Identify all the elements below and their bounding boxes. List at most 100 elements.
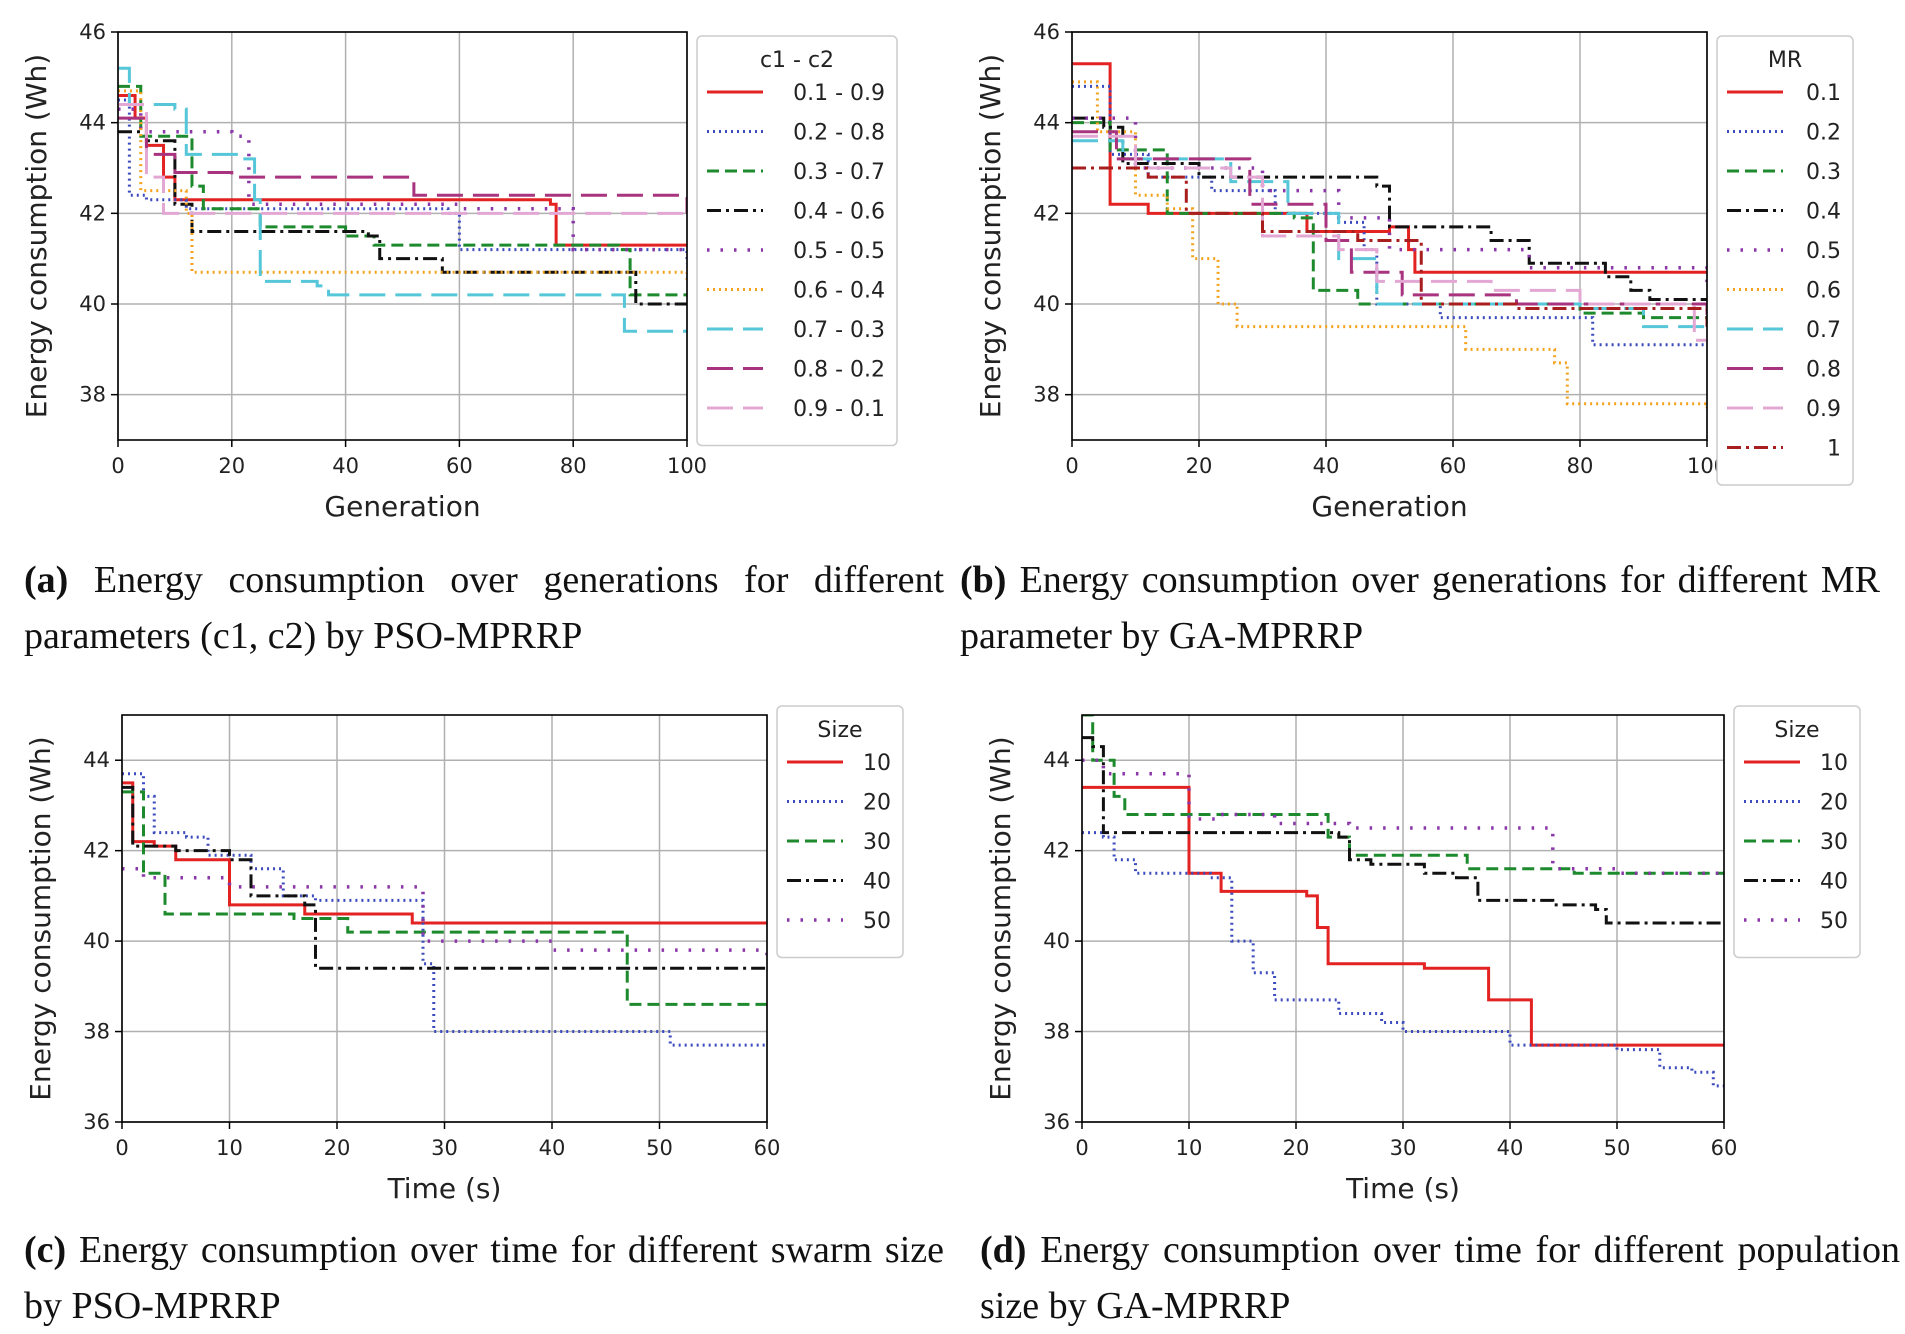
series-line-50 [122, 867, 767, 960]
x-tick-label: 50 [1604, 1136, 1631, 1160]
x-tick-label: 10 [1176, 1136, 1203, 1160]
legend-label: 0.6 [1806, 279, 1841, 304]
legend-box [1733, 705, 1861, 959]
legend-box [776, 705, 904, 959]
legend-label: 10 [1820, 751, 1848, 776]
x-axis-label: Generation [1311, 490, 1467, 523]
y-tick-label: 38 [1033, 383, 1060, 407]
x-tick-label: 60 [446, 454, 473, 478]
legend: c1 - c2 0.1 - 0.9 0.2 - 0.8 0.3 - 0.7 0.4 - … [696, 35, 898, 447]
legend-label: 10 [863, 751, 891, 776]
legend-label: 0.5 [1806, 239, 1841, 264]
x-tick-label: 0 [111, 454, 124, 478]
legend-label: 50 [863, 909, 891, 934]
x-tick-label: 20 [1186, 454, 1213, 478]
caption-d-text: Energy consumption over time for differe… [980, 1229, 1900, 1327]
series-line-0.7-0.3 [118, 66, 687, 333]
x-tick-label: 30 [1390, 1136, 1417, 1160]
chart-d: 0 10 20 30 40 50 60 36 38 40 42 44 Time (s) Energy co… [984, 705, 1861, 1205]
y-tick-label: 42 [1033, 201, 1060, 225]
legend-title: Size [1774, 718, 1819, 743]
plot-frame [117, 31, 688, 441]
series-line-0.9 [1072, 134, 1707, 342]
y-tick-label: 44 [79, 111, 106, 135]
x-tick-label: 100 [667, 454, 707, 478]
legend-label: 0.7 [1806, 318, 1841, 343]
legend-label: 30 [863, 830, 891, 855]
legend-label: 1 [1827, 437, 1841, 462]
x-tick-label: 40 [1497, 1136, 1524, 1160]
legend-label: 0.4 - 0.6 [793, 200, 885, 225]
y-axis-label: Energy consumption (Wh) [984, 736, 1017, 1100]
caption-d-label: (d) [980, 1229, 1027, 1271]
y-tick-label: 40 [1033, 292, 1060, 316]
y-axis-label: Energy consumption (Wh) [20, 54, 53, 418]
legend-label: 40 [863, 870, 891, 895]
series-group [118, 66, 687, 333]
caption-d: (d) Energy consumption over time for dif… [980, 1222, 1900, 1334]
x-tick-label: 30 [431, 1136, 458, 1160]
x-tick-label: 60 [1440, 454, 1467, 478]
y-axis-label: Energy consumption (Wh) [974, 54, 1007, 418]
x-tick-label: 20 [218, 454, 245, 478]
series-line-0.9-0.1 [118, 103, 687, 215]
legend-label: 0.3 [1806, 160, 1841, 185]
y-tick-label: 36 [83, 1110, 110, 1134]
legend-label: 50 [1820, 909, 1848, 934]
legend-label: 0.2 - 0.8 [793, 121, 885, 146]
x-tick-label: 50 [646, 1136, 673, 1160]
series-line-0.5-0.5 [118, 107, 687, 252]
legend-label: 0.5 - 0.5 [793, 239, 885, 264]
y-axis-label: Energy consumption (Wh) [24, 736, 57, 1100]
series-line-0.6-0.4 [118, 89, 687, 282]
y-tick-label: 36 [1043, 1110, 1070, 1134]
legend-label: 0.7 - 0.3 [793, 318, 885, 343]
y-tick-label: 44 [1043, 748, 1070, 772]
y-tick-label: 40 [1043, 929, 1070, 953]
x-tick-label: 40 [332, 454, 359, 478]
caption-b-text: Energy consumption over generations for … [960, 559, 1881, 657]
series-line-0.8 [1072, 130, 1707, 327]
y-tick-label: 42 [79, 201, 106, 225]
caption-a-label: (a) [24, 559, 69, 601]
legend-label: 0.3 - 0.7 [793, 160, 885, 185]
y-tick-label: 38 [83, 1020, 110, 1044]
series-group [122, 772, 767, 1047]
chart-c: 0 10 20 30 40 50 60 36 38 40 42 44 Time (s) Energy co… [24, 705, 904, 1205]
caption-c-label: (c) [24, 1229, 67, 1271]
legend-label: 20 [863, 791, 891, 816]
legend-title: MR [1768, 48, 1802, 73]
x-tick-label: 0 [1065, 454, 1078, 478]
legend-label: 0.6 - 0.4 [793, 279, 885, 304]
legend-label: 40 [1820, 870, 1848, 895]
y-tick-label: 42 [83, 839, 110, 863]
x-tick-label: 0 [115, 1136, 128, 1160]
caption-c: (c) Energy consumption over time for dif… [24, 1222, 944, 1334]
y-tick-label: 38 [1043, 1020, 1070, 1044]
caption-b: (b) Energy consumption over generations … [960, 552, 1880, 664]
series-line-0.3-0.7 [118, 84, 687, 297]
y-tick-label: 40 [79, 292, 106, 316]
x-axis-label: Time (s) [387, 1172, 502, 1205]
series-line-30 [122, 790, 767, 1006]
caption-b-label: (b) [960, 559, 1007, 601]
legend-label: 0.1 - 0.9 [793, 81, 885, 106]
y-tick-label: 46 [1033, 20, 1060, 44]
series-line-0.8-0.2 [118, 116, 687, 214]
legend-label: 0.2 [1806, 121, 1841, 146]
x-tick-label: 20 [324, 1136, 351, 1160]
x-tick-label: 40 [1313, 454, 1340, 478]
x-tick-label: 10 [216, 1136, 243, 1160]
legend-label: 0.9 - 0.1 [793, 397, 885, 422]
series-line-40 [122, 785, 767, 970]
legend-label: 0.8 [1806, 358, 1841, 383]
series-line-10 [122, 781, 767, 925]
x-axis-label: Generation [324, 490, 480, 523]
series-line-0.1-0.9 [118, 93, 687, 247]
x-tick-label: 60 [754, 1136, 781, 1160]
plot-frame [1071, 31, 1708, 441]
y-tick-label: 44 [83, 748, 110, 772]
